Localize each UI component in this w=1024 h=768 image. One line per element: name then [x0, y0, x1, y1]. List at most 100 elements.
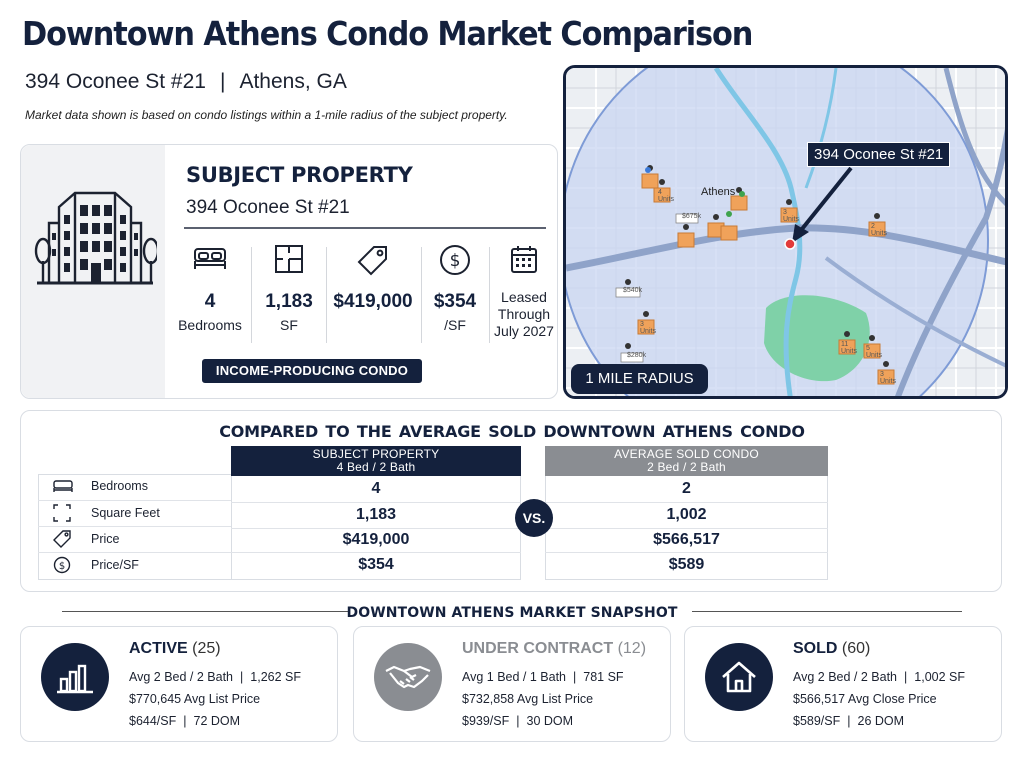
map-pin-label: 3 Units [783, 209, 799, 223]
stat-bedrooms: 4 Bedrooms [176, 243, 244, 355]
vs-badge: VS. [515, 499, 553, 537]
snapshot-card-sold: SOLD (60) Avg 2 Bed / 2 Bath | 1,002 SF $5… [684, 626, 1002, 742]
average-column-subtitle: 2 Bed / 2 Bath [647, 460, 726, 474]
stat-divider [251, 247, 252, 343]
house-icon [722, 661, 756, 693]
snapshot-card-under-contract: UNDER CONTRACT (12) Avg 1 Bed / 1 Bath | 7… [353, 626, 671, 742]
map-pin-label: 4 Units [658, 189, 674, 203]
map-pin-label: 11 Units [841, 341, 857, 355]
subject-map-callout: 394 Oconee St #21 [807, 142, 951, 167]
active-count: (25) [192, 640, 221, 657]
handshake-icon [385, 665, 431, 689]
separator: | [573, 670, 577, 684]
under-contract-line-3: $939/SF | 30 DOM [462, 714, 573, 728]
stat-psf-value: $354 [433, 291, 477, 312]
row-divider [231, 552, 521, 553]
sold-line-2: $566,517 Avg Close Price [793, 692, 937, 706]
snapshot-card-active: ACTIVE (25) Avg 2 Bed / 2 Bath | 1,262 SF … [20, 626, 338, 742]
subject-address: 394 Oconee St #21 [186, 197, 350, 218]
under-contract-sf: 781 SF [583, 670, 624, 684]
stat-price-value: $419,000 [333, 291, 413, 312]
snapshot-title: DOWNTOWN ATHENS MARKET SNAPSHOT [346, 605, 678, 621]
sold-count: (60) [841, 640, 871, 657]
lease-line: Leased [501, 289, 547, 305]
property-subtitle: 394 Oconee St #21 | Athens, GA [25, 70, 347, 94]
map-price-label: $540k [623, 287, 643, 294]
map-radius-label: 1 MILE RADIUS [571, 364, 708, 394]
building-illustration [21, 145, 165, 398]
subject-bedrooms-value: 4 [371, 480, 381, 497]
under-contract-heading: UNDER CONTRACT (12) [462, 640, 646, 658]
stat-sf-value: 1,183 [265, 291, 313, 312]
separator: | [847, 714, 851, 728]
under-contract-beds: Avg 1 Bed / 1 Bath [462, 670, 567, 684]
active-psf: $644/SF [129, 714, 177, 728]
row-divider [38, 526, 231, 527]
separator: | [516, 714, 520, 728]
stat-bedrooms-value: 4 [204, 291, 216, 312]
stat-lease-text: Leased Through July 2027 [491, 289, 557, 340]
row-label-bedrooms: Bedrooms [91, 479, 148, 493]
row-divider [545, 552, 828, 553]
square-corners-icon [53, 504, 71, 522]
stat-psf-label: /SF [444, 317, 466, 333]
sold-psf: $589/SF [793, 714, 841, 728]
stat-divider [326, 247, 327, 343]
subject-price-value: $419,000 [342, 531, 410, 548]
dollar-circle-icon: $ [440, 245, 470, 275]
separator: | [240, 670, 244, 684]
subtitle-address: 394 Oconee St #21 [25, 70, 206, 93]
row-divider [231, 528, 521, 529]
average-bedrooms-value: 2 [682, 480, 691, 497]
row-divider [545, 528, 828, 529]
subject-divider [184, 227, 546, 229]
subject-psf-value: $354 [358, 556, 394, 573]
bed-icon [194, 248, 226, 269]
under-contract-status: UNDER CONTRACT [462, 640, 614, 657]
under-contract-line-1: Avg 1 Bed / 1 Bath | 781 SF [462, 670, 624, 684]
active-sf: 1,262 SF [250, 670, 301, 684]
row-label-square-feet: Square Feet [91, 506, 160, 520]
map-pin-label: 2 Units [871, 223, 887, 237]
sold-dom: 26 DOM [857, 714, 905, 728]
active-line-3: $644/SF | 72 DOM [129, 714, 240, 728]
floorplan-icon [275, 245, 303, 273]
under-contract-icon-badge [374, 643, 442, 711]
active-beds: Avg 2 Bed / 2 Bath [129, 670, 234, 684]
stat-square-feet: 1,183 SF [257, 243, 321, 355]
average-psf-value: $589 [668, 556, 705, 573]
subject-sf-value: 1,183 [355, 506, 397, 523]
svg-text:$: $ [59, 561, 65, 572]
active-line-1: Avg 2 Bed / 2 Bath | 1,262 SF [129, 670, 301, 684]
active-heading: ACTIVE (25) [129, 640, 221, 658]
calendar-icon [511, 246, 537, 273]
row-label-price-sf: Price/SF [91, 558, 139, 572]
page-title: Downtown Athens Condo Market Comparison [22, 14, 753, 53]
average-column-header: AVERAGE SOLD CONDO 2 Bed / 2 Bath [545, 446, 828, 476]
row-divider [38, 500, 231, 501]
income-badge: INCOME-PRODUCING CONDO [202, 359, 422, 383]
price-tag-icon [53, 530, 71, 548]
stat-lease: Leased Through July 2027 [491, 243, 557, 355]
map-price-label: $280k [627, 352, 647, 359]
comparison-title: COMPARED TO THE AVERAGE SOLD DOWNTOWN AT… [219, 422, 805, 441]
bar-chart-icon [57, 664, 93, 694]
stat-price-per-sf: $ $354 /SF [425, 243, 485, 355]
row-divider [545, 502, 828, 503]
separator: | [183, 714, 187, 728]
sold-beds: Avg 2 Bed / 2 Bath [793, 670, 898, 684]
average-price-value: $566,517 [653, 531, 720, 548]
under-contract-count: (12) [617, 640, 647, 657]
radius-map[interactable]: $540k $280k $675k 4 Units 3 Units 2 Unit… [563, 65, 1008, 399]
stat-bedrooms-label: Bedrooms [178, 317, 242, 333]
subject-column-title: SUBJECT PROPERTY [312, 447, 440, 461]
building-icon [34, 191, 157, 285]
stat-divider [489, 247, 490, 343]
subtitle-separator: | [219, 70, 226, 93]
sold-icon-badge [705, 643, 773, 711]
sold-line-3: $589/SF | 26 DOM [793, 714, 904, 728]
price-tag-icon [357, 246, 387, 276]
row-label-column [38, 474, 231, 580]
active-status: ACTIVE [129, 640, 188, 657]
under-contract-dom: 30 DOM [526, 714, 574, 728]
